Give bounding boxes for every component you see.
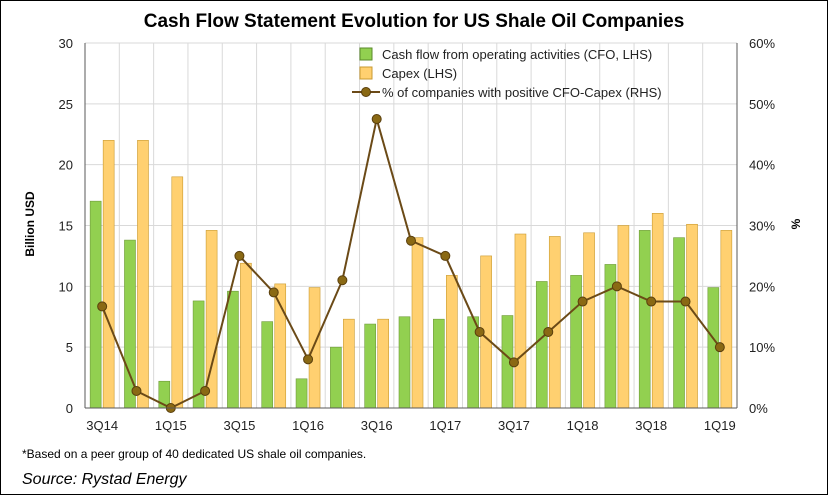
x-tick-label: 3Q18 — [635, 418, 667, 433]
pct-marker — [303, 354, 314, 365]
bar-capex — [171, 176, 184, 409]
bar-cfo — [330, 346, 342, 409]
right-tick-label: 30% — [749, 219, 775, 234]
x-tick-label: 1Q15 — [155, 418, 187, 433]
right-tick-label: 50% — [749, 97, 775, 112]
left-tick-label: 25 — [59, 97, 73, 112]
left-axis-title: Billion USD — [23, 191, 37, 257]
right-axis-title: % — [789, 218, 803, 229]
bar-cfo — [364, 323, 376, 409]
x-tick-label: 1Q19 — [704, 418, 736, 433]
bar-capex — [617, 225, 630, 409]
x-tick-label: 3Q17 — [498, 418, 530, 433]
bars — [89, 140, 733, 409]
bar-capex — [274, 283, 287, 409]
x-tick-label: 3Q16 — [361, 418, 393, 433]
left-axis-ticks: 0 5 10 15 20 25 30 — [59, 36, 73, 416]
x-tick-label: 1Q17 — [429, 418, 461, 433]
left-tick-label: 10 — [59, 279, 73, 294]
pct-marker — [714, 342, 725, 353]
chart-title: Cash Flow Statement Evolution for US Sha… — [144, 11, 685, 32]
left-tick-label: 5 — [66, 340, 73, 355]
legend-marker-pct — [361, 87, 371, 97]
pct-marker — [371, 114, 382, 125]
pct-marker — [611, 281, 622, 292]
pct-marker — [131, 385, 142, 396]
bar-cfo — [673, 237, 685, 409]
left-tick-label: 20 — [59, 158, 73, 173]
legend-swatch-cfo — [359, 47, 373, 61]
right-tick-label: 0% — [749, 401, 768, 416]
pct-marker — [440, 250, 451, 261]
rhs-line-series — [97, 114, 725, 413]
bar-capex — [411, 237, 424, 409]
footnote: *Based on a peer group of 40 dedicated U… — [22, 447, 366, 461]
bar-capex — [240, 262, 252, 409]
bar-cfo — [295, 378, 308, 409]
bar-cfo — [433, 318, 445, 409]
bar-cfo — [638, 230, 651, 409]
bar-cfo — [535, 281, 548, 409]
bar-capex — [308, 287, 321, 409]
pct-marker — [577, 296, 588, 307]
bar-cfo — [570, 275, 582, 409]
pct-marker — [508, 357, 519, 368]
left-tick-label: 30 — [59, 36, 73, 51]
axes — [84, 43, 738, 409]
bar-capex — [583, 232, 595, 409]
bar-capex — [514, 233, 527, 409]
bar-cfo — [227, 290, 239, 409]
bar-capex — [343, 318, 355, 409]
right-tick-label: 40% — [749, 158, 775, 173]
bar-cfo — [261, 321, 274, 409]
x-axis-ticks: 3Q14 1Q15 3Q15 1Q16 3Q16 1Q17 3Q17 1Q18 3Q18 1Q19 — [86, 418, 735, 433]
x-tick-label: 3Q15 — [224, 418, 256, 433]
legend-label-cfo: Cash flow from operating activities (CFO… — [382, 47, 652, 62]
pct-marker — [680, 296, 691, 307]
x-tick-label: 1Q18 — [567, 418, 599, 433]
bar-capex — [720, 230, 733, 409]
pct-marker — [646, 296, 657, 307]
legend-label-capex: Capex (LHS) — [382, 66, 457, 81]
bar-capex — [377, 318, 389, 409]
bar-cfo — [398, 316, 411, 409]
left-tick-label: 0 — [66, 401, 73, 416]
right-axis-ticks: 0% 10% 20% 30% 40% 50% 60% — [749, 36, 775, 416]
bar-capex — [102, 140, 115, 409]
pct-marker — [268, 287, 279, 298]
pct-marker — [474, 326, 485, 337]
bar-capex — [446, 275, 458, 409]
x-tick-label: 1Q16 — [292, 418, 324, 433]
legend: Cash flow from operating activities (CFO… — [352, 47, 662, 100]
pct-marker — [337, 275, 348, 286]
right-tick-label: 20% — [749, 279, 775, 294]
right-tick-label: 60% — [749, 36, 775, 51]
source-note: Source: Rystad Energy — [22, 471, 188, 488]
bar-capex — [137, 140, 149, 409]
pct-marker — [234, 250, 245, 261]
pct-marker — [543, 326, 554, 337]
pct-marker — [97, 301, 108, 312]
legend-swatch-capex — [359, 66, 373, 80]
x-tick-label: 3Q14 — [86, 418, 118, 433]
left-tick-label: 15 — [59, 219, 73, 234]
bar-capex — [651, 213, 664, 409]
legend-label-pct: % of companies with positive CFO-Capex (… — [382, 85, 662, 100]
pct-marker — [200, 385, 211, 396]
right-tick-label: 10% — [749, 340, 775, 355]
pct-marker — [406, 235, 416, 246]
